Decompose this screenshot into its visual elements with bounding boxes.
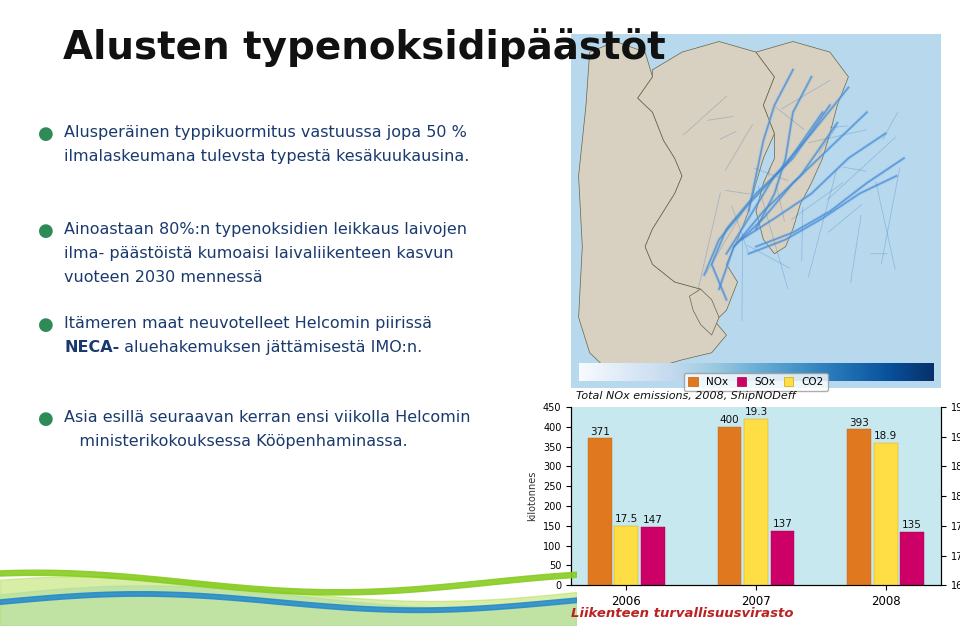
Text: Itämeren maat neuvotelleet Helcomin piirissä: Itämeren maat neuvotelleet Helcomin piir… [64, 316, 432, 331]
Bar [718, 427, 741, 585]
Text: 19.3: 19.3 [744, 407, 768, 417]
Bar [874, 443, 898, 585]
Bar [848, 429, 871, 585]
Bar [641, 527, 664, 585]
Polygon shape [579, 41, 727, 371]
Bar [588, 438, 612, 585]
Bar [744, 419, 768, 585]
Text: ●: ● [38, 125, 54, 143]
Text: 371: 371 [590, 427, 610, 437]
Bar [900, 532, 924, 585]
Text: ●: ● [38, 410, 54, 428]
Text: ilmalaskeumana tulevsta typestä kesäkuukausina.: ilmalaskeumana tulevsta typestä kesäkuuk… [64, 149, 469, 164]
Text: 18.9: 18.9 [874, 431, 898, 441]
Text: 400: 400 [720, 415, 739, 425]
Text: ●: ● [38, 316, 54, 334]
Text: NECA-: NECA- [64, 340, 120, 355]
Text: Liikenteen turvallisuusvirasto: Liikenteen turvallisuusvirasto [571, 607, 794, 620]
Text: 17.5: 17.5 [614, 514, 638, 524]
Bar [614, 526, 638, 585]
Text: 135: 135 [902, 520, 922, 530]
Text: 393: 393 [850, 418, 869, 428]
Text: ilma- päästöistä kumoaisi laivaliikenteen kasvun: ilma- päästöistä kumoaisi laivaliikentee… [64, 246, 454, 261]
Legend: NOx, SOx, CO2: NOx, SOx, CO2 [684, 373, 828, 391]
Text: Asia esillä seuraavan kerran ensi viikolla Helcomin: Asia esillä seuraavan kerran ensi viikol… [64, 410, 470, 425]
Text: 147: 147 [643, 515, 662, 525]
Text: vuoteen 2030 mennessä: vuoteen 2030 mennessä [64, 270, 263, 285]
Polygon shape [756, 41, 849, 254]
Text: Alusperäinen typpikuormitus vastuussa jopa 50 %: Alusperäinen typpikuormitus vastuussa jo… [64, 125, 468, 140]
Text: Total NOx emissions, 2008, ShipNODeff: Total NOx emissions, 2008, ShipNODeff [576, 391, 796, 401]
Text: aluehakemuksen jättämisestä IMO:n.: aluehakemuksen jättämisestä IMO:n. [119, 340, 422, 355]
Text: 137: 137 [773, 520, 792, 530]
Bar [771, 531, 794, 585]
Text: Ainoastaan 80%:n typenoksidien leikkaus laivojen: Ainoastaan 80%:n typenoksidien leikkaus … [64, 222, 468, 237]
Text: ●: ● [38, 222, 54, 240]
Y-axis label: kilotonnes: kilotonnes [527, 471, 538, 521]
Text: ministerikokouksessa Kööpenhaminassa.: ministerikokouksessa Kööpenhaminassa. [64, 434, 408, 449]
Text: Alusten typenoksidipäästöt: Alusten typenoksidipäästöt [63, 28, 666, 67]
Polygon shape [637, 41, 775, 324]
Polygon shape [689, 289, 719, 335]
